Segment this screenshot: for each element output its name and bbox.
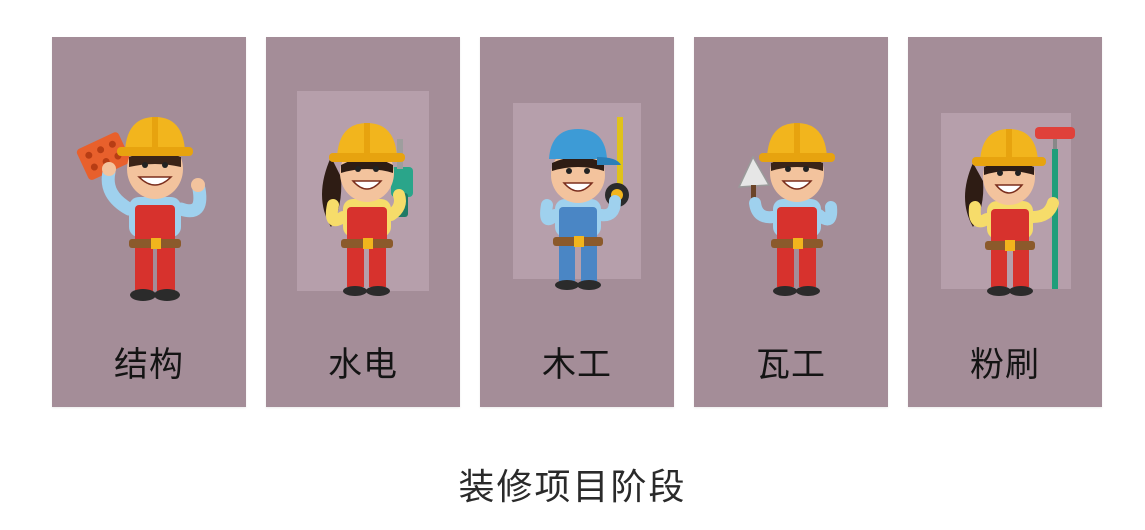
painter-worker-icon bbox=[941, 113, 1075, 296]
stage-label-structure: 结构 bbox=[114, 345, 184, 385]
carpenter-worker-icon bbox=[513, 103, 641, 290]
stage-card-painting: 粉刷 bbox=[908, 37, 1102, 407]
stage-card-carpentry: 木工 bbox=[480, 37, 674, 407]
stage-card-structure: 结构 bbox=[52, 37, 246, 407]
electrician-worker-icon bbox=[297, 91, 429, 296]
stage-label-carpentry: 木工 bbox=[542, 345, 612, 385]
stage-cards: 结构 bbox=[52, 37, 1104, 407]
stage-card-tiling: 瓦工 bbox=[694, 37, 888, 407]
page-caption: 装修项目阶段 bbox=[458, 467, 687, 508]
stage-label-plumbing-electrical: 水电 bbox=[328, 345, 398, 385]
bricklayer-worker-icon bbox=[76, 117, 207, 301]
stage-card-plumbing-electrical: 水电 bbox=[266, 37, 460, 407]
stage-label-tiling: 瓦工 bbox=[756, 345, 826, 385]
tiler-worker-icon bbox=[737, 123, 838, 296]
stage-label-painting: 粉刷 bbox=[970, 345, 1040, 385]
